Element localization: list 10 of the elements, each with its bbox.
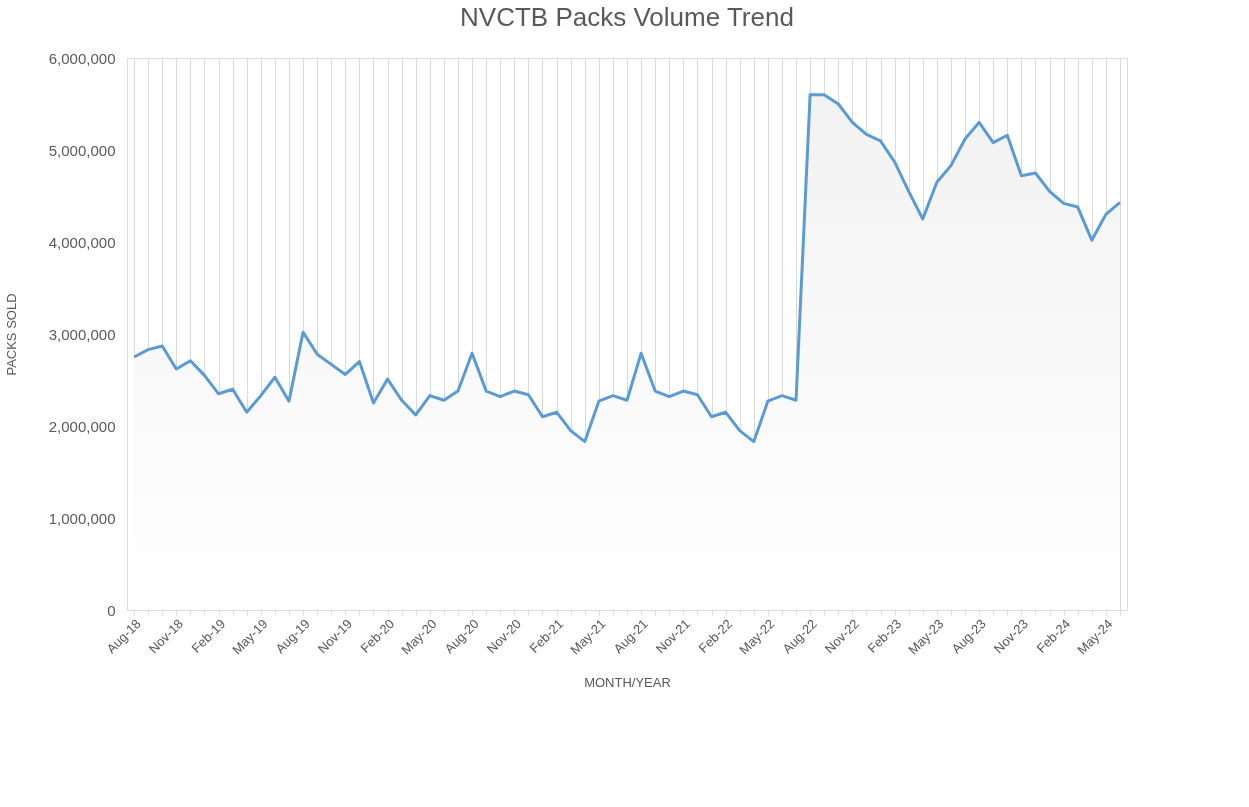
y-tick-label: 2,000,000: [48, 417, 116, 435]
y-tick-label: 0: [107, 601, 116, 619]
y-tick-label: 4,000,000: [48, 233, 116, 251]
y-axis-title: PACKS SOLD: [3, 293, 19, 376]
y-tick-label: 1,000,000: [48, 509, 116, 527]
y-tick-label: 6,000,000: [48, 49, 116, 67]
x-axis-title: MONTH/YEAR: [584, 675, 671, 691]
chart-title: NVCTB Packs Volume Trend: [460, 2, 794, 32]
y-tick-label: 3,000,000: [48, 325, 116, 343]
y-tick-label: 5,000,000: [48, 141, 116, 159]
